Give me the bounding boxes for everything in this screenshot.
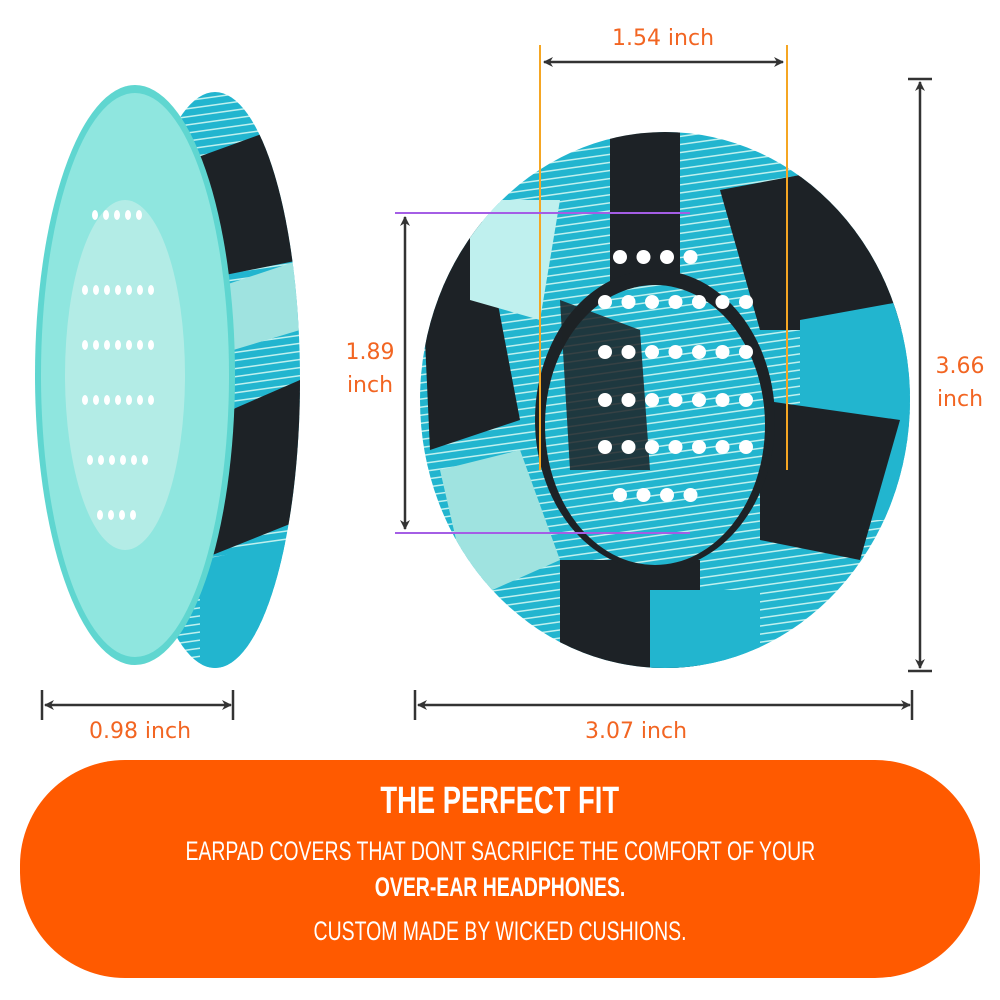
vent-hole bbox=[126, 340, 132, 350]
vent-hole bbox=[692, 295, 706, 309]
outer-width-label: 3.07 inch bbox=[584, 719, 688, 744]
vent-hole bbox=[126, 285, 132, 295]
vent-hole bbox=[683, 488, 698, 502]
vent-hole bbox=[87, 455, 93, 465]
vent-hole bbox=[645, 345, 659, 359]
vent-hole bbox=[137, 395, 143, 405]
vent-hole bbox=[142, 455, 148, 465]
inner-width-label: 1.54 inch bbox=[611, 26, 715, 51]
vent-hole bbox=[131, 455, 137, 465]
vent-hole bbox=[660, 488, 674, 502]
vent-hole bbox=[92, 210, 98, 220]
banner-line-1: EARPAD COVERS THAT DONT SACRIFICE THE CO… bbox=[185, 836, 815, 866]
vent-hole bbox=[93, 340, 99, 350]
vent-hole bbox=[93, 285, 99, 295]
vent-hole bbox=[621, 345, 636, 359]
vent-hole bbox=[98, 455, 104, 465]
vent-hole bbox=[103, 210, 109, 220]
outer-height-value: 3.66 bbox=[935, 354, 985, 379]
vent-hole bbox=[715, 345, 730, 359]
inner-height-unit: inch bbox=[346, 373, 394, 398]
vent-hole bbox=[148, 395, 154, 405]
banner-title: THE PERFECT FIT bbox=[380, 780, 620, 822]
vent-hole bbox=[137, 285, 143, 295]
vent-hole bbox=[82, 285, 88, 295]
vent-hole bbox=[739, 393, 753, 407]
vent-hole bbox=[137, 340, 143, 350]
vent-hole bbox=[613, 250, 627, 264]
vent-hole bbox=[598, 393, 612, 407]
vent-hole bbox=[115, 395, 121, 405]
vent-hole bbox=[148, 340, 154, 350]
vent-hole bbox=[104, 340, 110, 350]
vent-hole bbox=[715, 440, 730, 454]
vent-hole bbox=[668, 295, 683, 309]
vent-hole bbox=[683, 250, 698, 264]
vent-hole bbox=[715, 393, 730, 407]
vent-hole bbox=[645, 440, 659, 454]
vent-hole bbox=[739, 440, 753, 454]
vent-hole bbox=[668, 345, 683, 359]
vent-hole bbox=[668, 393, 683, 407]
vent-hole bbox=[108, 510, 114, 520]
vent-hole bbox=[115, 285, 121, 295]
perfect-fit-banner: THE PERFECT FIT EARPAD COVERS THAT DONT … bbox=[20, 760, 980, 978]
depth-label: 0.98 inch bbox=[88, 719, 192, 744]
vent-hole bbox=[660, 250, 674, 264]
vent-hole bbox=[692, 440, 706, 454]
earpad-side-view bbox=[35, 85, 300, 668]
vent-hole bbox=[104, 285, 110, 295]
banner-line-2: OVER-EAR HEADPHONES. bbox=[374, 872, 626, 902]
front-view-holes bbox=[598, 250, 753, 502]
vent-hole bbox=[739, 295, 753, 309]
vent-hole bbox=[148, 285, 154, 295]
earpad-front-view bbox=[420, 132, 910, 668]
vent-hole bbox=[93, 395, 99, 405]
side-view-holes bbox=[82, 210, 154, 520]
vent-hole bbox=[621, 295, 636, 309]
vent-hole bbox=[97, 510, 103, 520]
vent-hole bbox=[104, 395, 110, 405]
vent-hole bbox=[115, 340, 121, 350]
vent-hole bbox=[636, 250, 651, 264]
vent-hole bbox=[82, 395, 88, 405]
vent-hole bbox=[598, 345, 612, 359]
vent-hole bbox=[739, 345, 753, 359]
banner-line-3: CUSTOM MADE BY WICKED CUSHIONS. bbox=[313, 916, 687, 946]
inner-height-value: 1.89 bbox=[345, 340, 395, 365]
vent-hole bbox=[126, 395, 132, 405]
vent-hole bbox=[136, 210, 142, 220]
vent-hole bbox=[114, 210, 120, 220]
vent-hole bbox=[668, 440, 683, 454]
inner-height-label: 1.89 inch bbox=[330, 336, 410, 402]
vent-hole bbox=[119, 510, 125, 520]
vent-hole bbox=[621, 393, 636, 407]
vent-hole bbox=[645, 393, 659, 407]
vent-hole bbox=[621, 440, 636, 454]
outer-height-unit: inch bbox=[936, 387, 984, 412]
vent-hole bbox=[692, 393, 706, 407]
vent-hole bbox=[645, 295, 659, 309]
vent-hole bbox=[125, 210, 131, 220]
vent-hole bbox=[613, 488, 627, 502]
vent-hole bbox=[120, 455, 126, 465]
vent-hole bbox=[636, 488, 651, 502]
vent-hole bbox=[715, 295, 730, 309]
outer-height-label: 3.66 inch bbox=[922, 350, 998, 416]
vent-hole bbox=[82, 340, 88, 350]
vent-hole bbox=[598, 440, 612, 454]
vent-hole bbox=[109, 455, 115, 465]
vent-hole bbox=[130, 510, 136, 520]
vent-hole bbox=[598, 295, 612, 309]
vent-hole bbox=[692, 345, 706, 359]
